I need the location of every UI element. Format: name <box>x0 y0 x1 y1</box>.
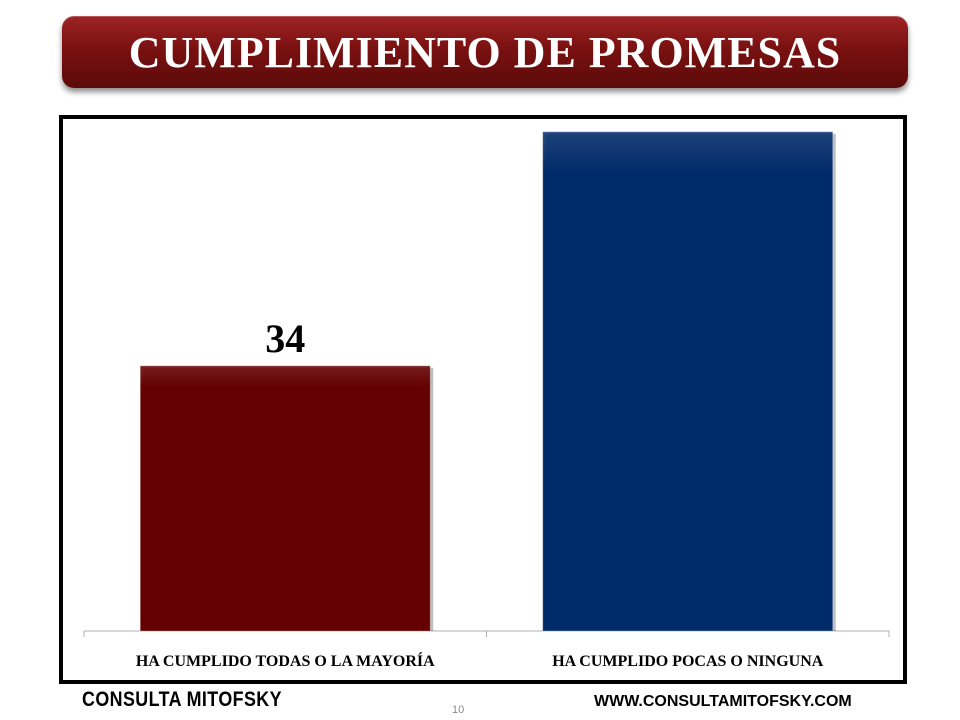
category-label-1: HA CUMPLIDO TODAS O LA MAYORÍA <box>136 651 435 670</box>
bar-1 <box>139 365 431 632</box>
title-banner: CUMPLIMIENTO DE PROMESAS <box>62 16 908 88</box>
data-label-1: 34 <box>265 316 305 361</box>
data-label-2: 64 <box>668 119 708 127</box>
bar-chart: 34 HA CUMPLIDO TODAS O LA MAYORÍA 64 HA CUM… <box>83 119 890 670</box>
category-label-2: HA CUMPLIDO POCAS O NINGUNA <box>552 653 824 670</box>
page-number: 10 <box>452 704 465 716</box>
footer-website[interactable]: WWW.CONSULTAMITOFSKY.COM <box>594 693 852 710</box>
page-title: CUMPLIMIENTO DE PROMESAS <box>128 27 842 77</box>
bar-2 <box>542 131 834 632</box>
footer-brand: CONSULTA MITOFSKY <box>82 688 282 711</box>
chart-frame: 34 HA CUMPLIDO TODAS O LA MAYORÍA 64 HA CUM… <box>59 115 907 684</box>
